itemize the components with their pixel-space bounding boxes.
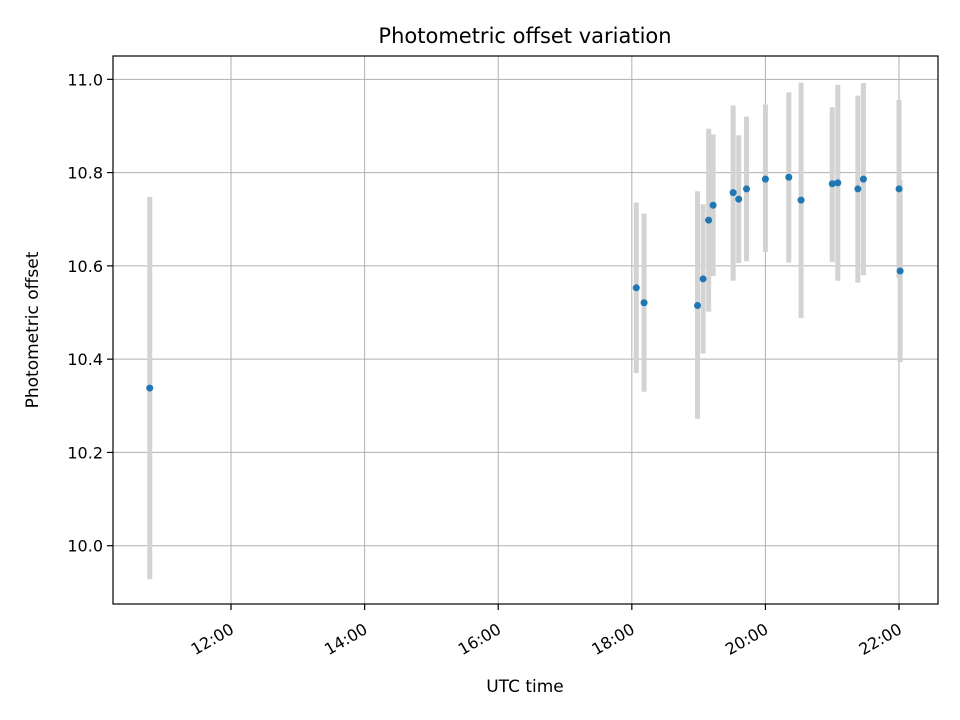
y-tick-label: 10.6 [67,257,103,276]
data-point [895,185,903,193]
data-point [761,175,769,183]
plot-area [113,56,938,604]
data-point [859,175,867,183]
y-tick-label: 10.0 [67,537,103,556]
data-point [785,173,793,181]
y-tick-label: 10.2 [67,443,103,462]
data-point [694,302,702,310]
data-point [729,189,737,197]
y-tick-label: 10.4 [67,350,103,369]
data-point [632,284,640,292]
data-point [705,216,713,224]
data-point [146,384,154,392]
data-point [896,267,904,275]
data-point [834,179,842,187]
x-axis-label: UTC time [486,677,564,697]
data-point [735,195,743,203]
data-point [709,201,717,209]
data-point [854,185,862,193]
data-point [640,299,648,307]
y-axis-ticks: 10.0 10.2 10.4 10.6 10.8 11.0 [67,70,113,556]
plot-frame [112,55,939,605]
y-tick-label: 11.0 [67,70,103,89]
y-axis-label: Photometric offset [23,251,43,408]
data-point [743,185,751,193]
data-point [797,196,805,204]
y-tick-label: 10.8 [67,164,103,183]
data-point [828,180,836,188]
data-point [699,275,707,283]
chart-title: Photometric offset variation [378,24,671,48]
data-points [146,173,904,392]
